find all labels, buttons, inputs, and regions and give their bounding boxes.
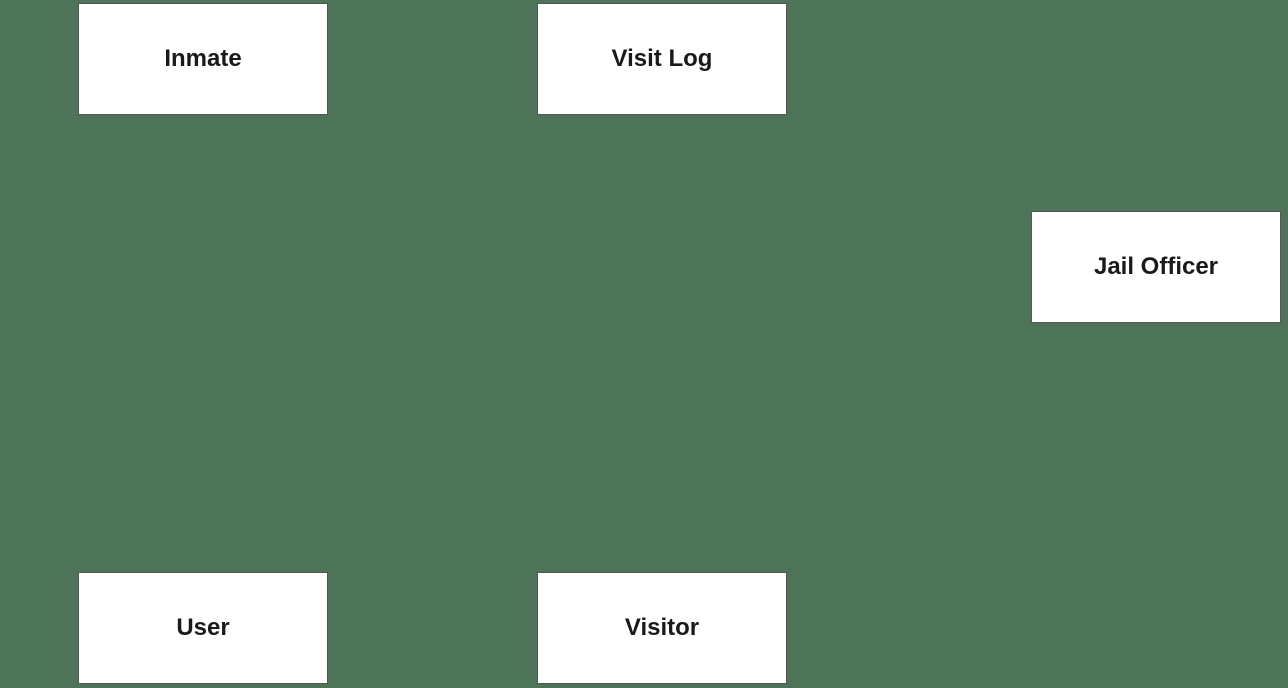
entity-label: Visit Log [612,45,713,73]
entity-jail-officer: Jail Officer [1031,211,1281,323]
entity-label: Inmate [164,45,241,73]
entity-visit-log: Visit Log [537,3,787,115]
entity-diagram: Inmate Visit Log Jail Officer User Visit… [0,0,1288,688]
entity-label: Visitor [625,614,699,642]
entity-user: User [78,572,328,684]
entity-visitor: Visitor [537,572,787,684]
entity-label: User [176,614,229,642]
entity-label: Jail Officer [1094,253,1218,281]
entity-inmate: Inmate [78,3,328,115]
